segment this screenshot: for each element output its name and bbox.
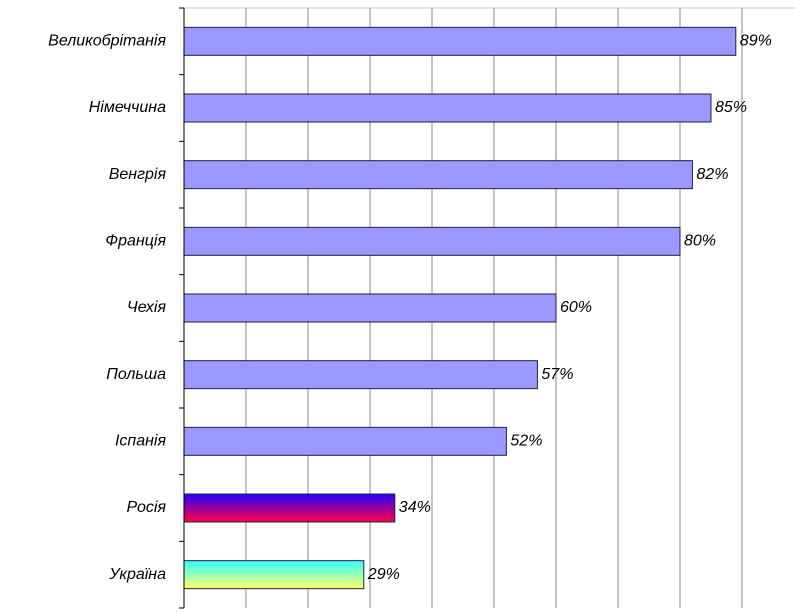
y-tick-label: Чехія bbox=[127, 299, 167, 316]
y-tick-label: Німеччина bbox=[89, 99, 166, 116]
y-tick-label: Росія bbox=[127, 499, 167, 516]
bar bbox=[183, 160, 693, 190]
data-label: 60% bbox=[560, 299, 592, 316]
data-label: 82% bbox=[696, 166, 728, 183]
bar bbox=[183, 93, 712, 123]
y-tick-label: Польша bbox=[106, 366, 166, 383]
bar bbox=[183, 26, 737, 56]
data-label: 57% bbox=[541, 366, 573, 383]
data-label: 89% bbox=[740, 33, 772, 50]
y-tick-label: Україна bbox=[108, 566, 166, 583]
data-label: 34% bbox=[399, 499, 431, 516]
bar bbox=[183, 560, 365, 590]
bar bbox=[183, 426, 507, 456]
data-label: 80% bbox=[684, 233, 716, 250]
y-tick-label: Венгрія bbox=[109, 166, 167, 183]
y-tick-label: Великобрітанія bbox=[48, 33, 166, 50]
bar bbox=[183, 226, 681, 256]
bar bbox=[183, 493, 396, 523]
bar bbox=[183, 360, 538, 390]
y-tick-label: Франція bbox=[105, 233, 166, 250]
y-tick-label: Іспанія bbox=[115, 433, 167, 450]
data-label: 52% bbox=[510, 433, 542, 450]
bar bbox=[183, 293, 557, 323]
data-label: 29% bbox=[367, 566, 400, 583]
data-label: 85% bbox=[715, 99, 747, 116]
